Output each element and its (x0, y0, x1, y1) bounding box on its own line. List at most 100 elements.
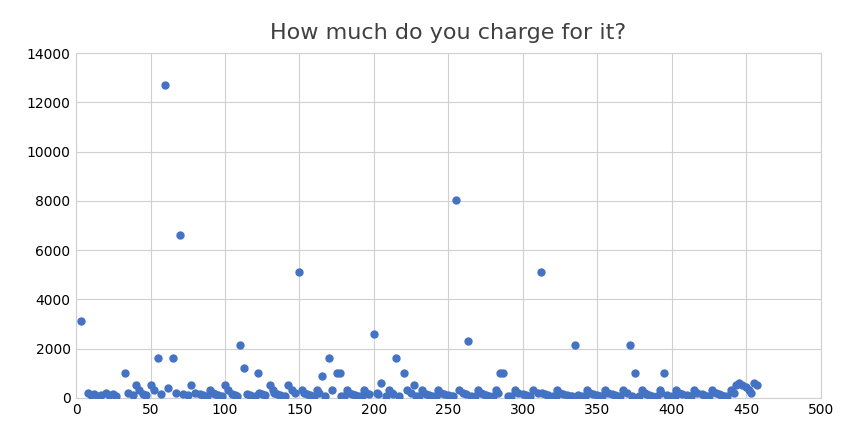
Point (85, 392, 98, 399)
Point (729, 382, 743, 389)
Point (415, 387, 428, 394)
Point (169, 389, 183, 396)
Point (699, 392, 712, 400)
Point (698, 392, 711, 399)
Point (695, 391, 708, 398)
Point (594, 392, 607, 400)
Point (591, 392, 604, 399)
Point (464, 392, 477, 400)
Point (442, 392, 455, 399)
Point (251, 370, 265, 377)
Point (312, 389, 326, 396)
Point (491, 389, 504, 396)
Point (266, 387, 279, 394)
Point (371, 389, 384, 396)
Title: How much do you charge for it?: How much do you charge for it? (271, 23, 626, 43)
Point (259, 392, 272, 399)
Point (136, 391, 150, 398)
Point (434, 389, 448, 396)
Point (546, 392, 559, 400)
Point (360, 389, 373, 396)
Point (673, 389, 686, 396)
Point (330, 370, 343, 377)
Point (728, 389, 741, 396)
Point (426, 392, 440, 400)
Point (348, 392, 361, 399)
Point (81, 389, 95, 396)
Point (296, 387, 310, 394)
Point (655, 389, 668, 396)
Point (684, 393, 698, 400)
Point (501, 392, 514, 400)
Point (520, 392, 534, 400)
Point (203, 387, 217, 394)
Point (252, 389, 266, 396)
Point (310, 387, 324, 394)
Point (524, 393, 537, 400)
Point (735, 382, 749, 389)
Point (99, 389, 113, 396)
Point (226, 391, 239, 398)
Point (643, 392, 656, 399)
Point (661, 392, 674, 399)
Point (430, 393, 443, 400)
Point (586, 391, 600, 398)
Point (271, 391, 284, 398)
Point (744, 389, 757, 396)
Point (122, 389, 135, 396)
Point (196, 392, 210, 399)
Point (446, 393, 459, 400)
Point (479, 392, 492, 399)
Point (680, 392, 694, 399)
Point (638, 389, 651, 396)
Point (154, 391, 168, 398)
Point (233, 341, 247, 348)
Point (504, 393, 518, 400)
Point (720, 393, 733, 400)
Point (412, 393, 426, 400)
Point (326, 387, 339, 394)
Point (687, 387, 700, 394)
Point (322, 355, 336, 362)
Point (469, 393, 482, 400)
Point (598, 387, 612, 394)
Point (375, 380, 388, 387)
Point (132, 387, 146, 394)
Point (675, 391, 689, 398)
Point (437, 391, 451, 398)
Point (371, 391, 385, 398)
Point (91, 392, 105, 400)
Point (601, 389, 614, 396)
Point (397, 370, 410, 377)
Point (724, 387, 738, 394)
Point (565, 393, 579, 400)
Point (534, 269, 547, 276)
Point (118, 370, 132, 377)
Point (475, 389, 488, 396)
Point (129, 382, 142, 389)
Point (244, 392, 257, 399)
Point (338, 393, 351, 400)
Point (215, 393, 228, 400)
Point (273, 392, 287, 399)
Point (541, 392, 555, 399)
Point (318, 392, 332, 400)
Point (494, 370, 508, 377)
Point (550, 387, 563, 394)
Point (516, 391, 530, 398)
Point (303, 392, 316, 399)
Point (267, 389, 281, 396)
Point (579, 393, 592, 400)
Point (275, 392, 288, 400)
Point (193, 391, 206, 398)
Point (702, 393, 716, 400)
Point (645, 392, 659, 400)
Point (452, 387, 465, 394)
Point (714, 392, 728, 399)
Point (367, 330, 381, 337)
Point (561, 392, 574, 399)
Point (300, 391, 314, 398)
Point (668, 393, 682, 400)
Point (201, 393, 214, 400)
Point (173, 232, 187, 239)
